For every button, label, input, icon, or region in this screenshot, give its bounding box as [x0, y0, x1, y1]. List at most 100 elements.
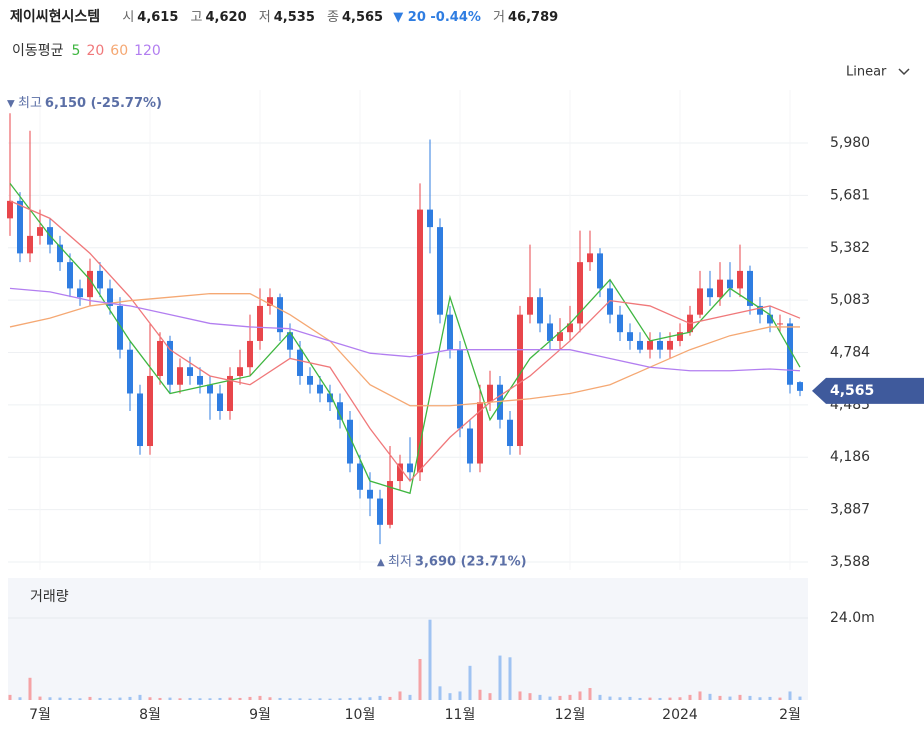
y-tick-label: 5,382: [830, 240, 870, 256]
volume-bar: [108, 698, 112, 700]
stock-name: 제이씨현시스템: [10, 9, 101, 25]
volume-bar: [78, 698, 82, 700]
volume-bar: [338, 698, 342, 700]
volume-bar: [168, 697, 172, 700]
volume-bar: [798, 696, 802, 700]
candle-body: [617, 314, 623, 333]
field-value: 4,620: [205, 10, 247, 25]
candle-body: [697, 288, 703, 315]
candle-body: [737, 270, 743, 289]
volume-bar: [358, 697, 362, 700]
annotation-value: 6,150 (-25.77%): [45, 96, 162, 111]
volume-bar: [88, 696, 92, 700]
change: ▼ 20 -0.44%: [393, 10, 481, 25]
volume-bar: [558, 695, 562, 700]
volume-bar: [788, 691, 792, 700]
volume-bar: [608, 696, 612, 700]
volume-bar: [628, 696, 632, 700]
candle-body: [137, 393, 143, 447]
candle-body: [707, 288, 713, 298]
volume-bar: [328, 698, 332, 700]
candle-body: [127, 349, 133, 394]
y-tick-label: 3,887: [830, 502, 870, 518]
volume-bar: [278, 697, 282, 700]
change-text: 20 -0.44%: [407, 10, 481, 25]
volume-bar: [738, 694, 742, 700]
candle-body: [767, 314, 773, 324]
volume-bar: [388, 696, 392, 700]
volume-bar: [578, 691, 582, 700]
header: 제이씨현시스템 시 4,615 고 4,620 저 4,535 종 4,565 ▼ 20…: [10, 6, 558, 26]
volume-bar: [208, 698, 212, 700]
ma-legend-title: 이동평균: [12, 43, 64, 59]
candle-body: [227, 375, 233, 411]
volume-bar: [618, 697, 622, 700]
candle-body: [317, 384, 323, 394]
candle-body: [447, 314, 453, 350]
volume-bar: [688, 694, 692, 700]
volume-bar: [428, 619, 432, 700]
y-tick-label: 4,186: [830, 449, 870, 465]
volume-bar: [658, 697, 662, 700]
scale-chevron[interactable]: [898, 68, 910, 76]
candle-body: [567, 323, 573, 333]
ma-line: [9, 200, 801, 483]
ma-legend-entry: 60: [110, 43, 128, 59]
annotation-arrow: ▲: [377, 557, 385, 568]
annotation-label: 최저: [388, 555, 412, 570]
candle-body: [527, 297, 533, 315]
candle-body: [387, 481, 393, 525]
volume-bar: [678, 697, 682, 700]
candle-body: [577, 262, 583, 324]
ma-legend: 이동평균 5 20 60 120: [12, 43, 161, 59]
volume-bar: [348, 697, 352, 700]
y-tick-label: 5,980: [830, 135, 870, 151]
volume-bar: [698, 691, 702, 700]
candle-body: [77, 288, 83, 298]
volume-bar: [458, 691, 462, 700]
volume-bar: [448, 693, 452, 700]
x-tick-label: 12월: [555, 707, 586, 723]
scale-button[interactable]: Linear: [846, 65, 887, 80]
volume-bar: [768, 696, 772, 700]
candle-body: [677, 332, 683, 341]
volume-bar: [58, 697, 62, 700]
field-label: 고: [190, 10, 203, 25]
candle-body: [497, 384, 503, 420]
candle-body: [347, 419, 353, 464]
volume-bar: [488, 693, 492, 700]
volume-bar: [158, 697, 162, 700]
volume-bar: [708, 693, 712, 700]
ma-legend-entry: 20: [86, 43, 104, 59]
volume-panel: [8, 578, 808, 700]
x-tick-label: 11월: [445, 707, 476, 723]
field-label: 거: [493, 10, 506, 25]
candle-body: [37, 227, 43, 236]
candle-body: [797, 382, 803, 391]
volume-title: 거래량: [30, 589, 69, 605]
candle-body: [97, 270, 103, 289]
candle-body: [477, 402, 483, 464]
candle-body: [657, 340, 663, 350]
annotation-label: 최고: [18, 96, 42, 111]
volume-bar: [218, 697, 222, 700]
volume-bar: [408, 694, 412, 700]
volume-bar: [478, 689, 482, 700]
candle-body: [397, 463, 403, 482]
volume-bar: [148, 697, 152, 700]
candle-body: [427, 209, 433, 228]
volume-bar: [468, 665, 472, 700]
candle-body: [287, 332, 293, 350]
volume-bar: [178, 698, 182, 700]
volume-bar: [498, 655, 502, 700]
volume-bar: [518, 691, 522, 700]
y-tick-label: 5,083: [830, 292, 870, 308]
candle-body: [727, 279, 733, 289]
volume-bar: [438, 686, 442, 700]
volume-bar: [288, 698, 292, 700]
volume-bar: [98, 697, 102, 700]
volume-bar: [778, 697, 782, 700]
volume-bar: [198, 698, 202, 700]
candle-body: [777, 323, 783, 325]
